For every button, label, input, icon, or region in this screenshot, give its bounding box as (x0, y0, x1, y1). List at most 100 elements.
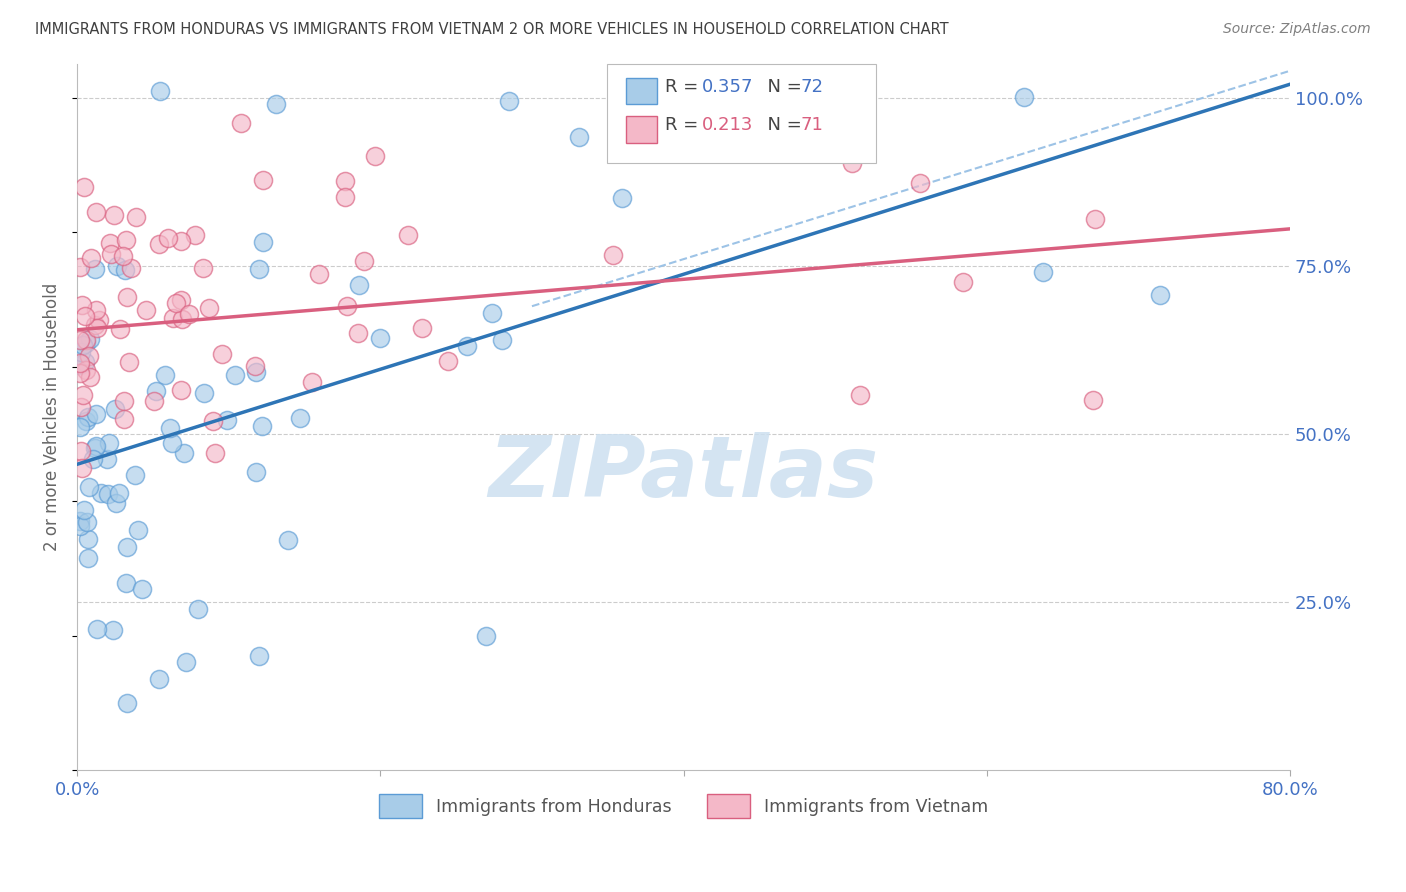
Point (69, 333, 91, 347)
Point (169, 235, 191, 249)
Point (301, 376, 323, 390)
Point (353, 254, 375, 268)
Point (193, 385, 215, 400)
Point (411, 321, 433, 335)
Point (198, 301, 221, 316)
Point (952, 275, 974, 289)
Point (908, 177, 931, 191)
Point (75, 363, 97, 377)
Point (86, 320, 108, 334)
Point (336, 299, 359, 313)
Point (333, 190, 356, 204)
Point (153, 368, 176, 382)
Point (69, 356, 91, 370)
Point (86, 440, 108, 454)
Point (148, 237, 170, 252)
Point (202, 414, 225, 428)
Point (120, 260, 142, 275)
Point (103, 208, 125, 222)
Point (491, 333, 513, 347)
Point (115, 540, 138, 554)
Point (456, 339, 478, 353)
Point (347, 326, 370, 341)
Point (112, 393, 135, 408)
Point (84, 302, 107, 317)
Point (112, 412, 135, 426)
Point (76, 515, 98, 529)
Point (160, 436, 183, 450)
Point (117, 355, 139, 369)
Point (69, 345, 91, 359)
Point (1032, 265, 1054, 279)
Point (115, 233, 138, 247)
Point (72, 387, 94, 401)
Point (217, 413, 239, 427)
Point (211, 346, 233, 360)
Point (98, 436, 121, 450)
Point (75, 414, 97, 428)
Point (170, 312, 193, 326)
Point (568, 130, 591, 145)
Point (75, 309, 97, 323)
Point (436, 354, 458, 368)
Point (73, 180, 96, 194)
Point (105, 259, 128, 273)
Point (1149, 287, 1171, 301)
Point (76, 333, 98, 347)
Point (368, 331, 391, 345)
Point (76, 532, 98, 546)
Point (69, 260, 91, 274)
Point (247, 261, 270, 276)
Text: R =: R = (665, 116, 704, 134)
Point (103, 623, 125, 637)
Legend: Immigrants from Honduras, Immigrants from Vietnam: Immigrants from Honduras, Immigrants fro… (373, 787, 995, 825)
Text: Source: ZipAtlas.com: Source: ZipAtlas.com (1223, 22, 1371, 37)
Point (90, 486, 112, 500)
Point (277, 533, 299, 547)
Point (77, 480, 100, 494)
Point (849, 388, 872, 402)
Point (79, 251, 101, 265)
Point (177, 307, 200, 321)
Point (231, 116, 253, 130)
Text: ZIPatlas: ZIPatlas (488, 433, 879, 516)
Point (108, 485, 131, 500)
Point (347, 278, 370, 293)
Point (125, 211, 148, 225)
Point (69, 420, 91, 434)
Point (127, 523, 149, 537)
Point (243, 359, 266, 373)
Point (396, 228, 419, 243)
Point (75, 355, 97, 369)
Text: 0.357: 0.357 (702, 78, 754, 95)
Point (124, 467, 146, 482)
Point (1084, 212, 1107, 227)
Text: 71: 71 (800, 116, 823, 134)
Point (70, 443, 93, 458)
Text: N =: N = (756, 78, 808, 95)
Point (70, 298, 93, 312)
Point (100, 247, 122, 261)
Point (69, 514, 91, 528)
Point (1081, 393, 1104, 408)
Point (170, 383, 193, 397)
Point (114, 263, 136, 277)
Point (156, 230, 179, 244)
Point (104, 402, 127, 417)
Text: 0.213: 0.213 (702, 116, 754, 134)
Point (72, 338, 94, 352)
Text: IMMIGRANTS FROM HONDURAS VS IMMIGRANTS FROM VIETNAM 2 OR MORE VEHICLES IN HOUSEH: IMMIGRANTS FROM HONDURAS VS IMMIGRANTS F… (35, 22, 949, 37)
Point (481, 306, 503, 320)
Point (364, 149, 387, 163)
Point (131, 582, 153, 596)
Point (264, 96, 287, 111)
Point (111, 249, 134, 263)
Point (610, 191, 633, 205)
Point (498, 94, 520, 108)
Point (191, 261, 214, 276)
Point (69, 366, 91, 380)
Point (176, 656, 198, 670)
Point (187, 602, 209, 616)
Point (86, 408, 108, 422)
Point (97, 487, 120, 501)
